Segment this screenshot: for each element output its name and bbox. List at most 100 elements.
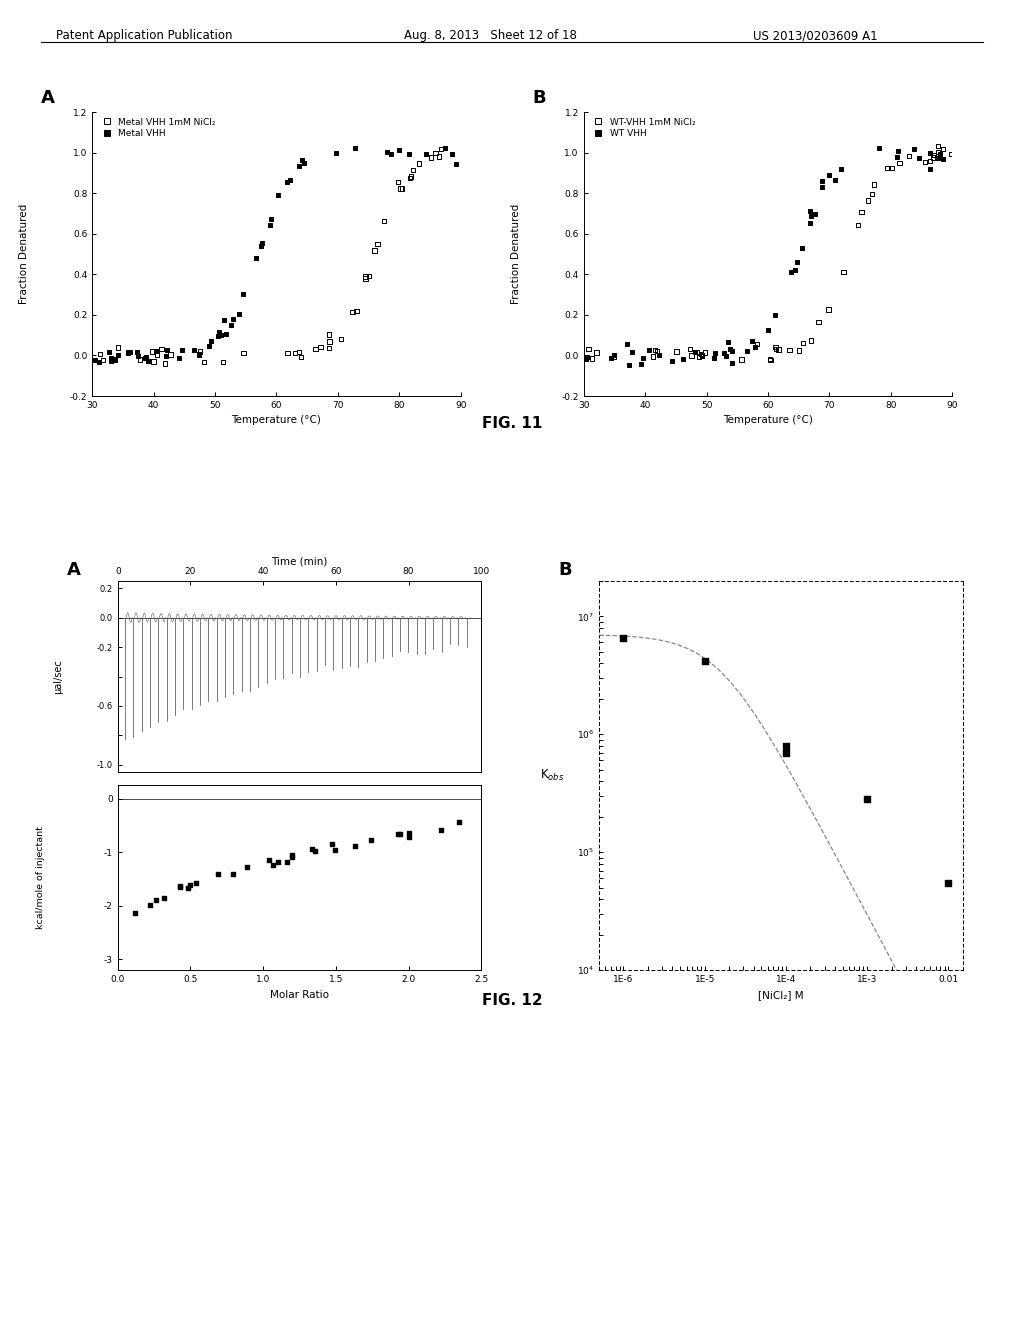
- Point: [724, 352, 740, 374]
- Point: [935, 139, 951, 160]
- Point: [401, 822, 418, 843]
- Point: [154, 338, 170, 359]
- Point: [312, 337, 329, 358]
- Point: [280, 172, 296, 193]
- Point: [433, 139, 450, 160]
- Point: [171, 347, 187, 368]
- Point: [443, 144, 460, 165]
- Point: [911, 147, 928, 168]
- Point: [739, 341, 756, 362]
- Point: [287, 342, 303, 363]
- Point: [746, 337, 763, 358]
- Point: [254, 232, 270, 253]
- Point: [686, 341, 702, 362]
- Point: [833, 158, 849, 180]
- Point: [110, 337, 126, 358]
- Point: [357, 268, 374, 289]
- Point: [401, 826, 418, 847]
- Point: [120, 342, 136, 363]
- Legend: Metal VHH 1mM NiCl₂, Metal VHH: Metal VHH 1mM NiCl₂, Metal VHH: [96, 116, 217, 139]
- Point: [820, 164, 837, 185]
- Point: [795, 333, 811, 354]
- Point: [106, 350, 123, 371]
- Point: [370, 234, 386, 255]
- Point: [357, 265, 374, 286]
- Point: [129, 342, 145, 363]
- Point: [589, 342, 605, 363]
- Point: [733, 348, 750, 370]
- Point: [891, 153, 907, 174]
- Point: [122, 341, 138, 362]
- Point: [803, 206, 819, 227]
- Point: [864, 183, 881, 205]
- Point: [401, 168, 418, 189]
- Point: [760, 319, 776, 341]
- Point: [871, 137, 888, 158]
- Point: [767, 337, 783, 358]
- Point: [724, 341, 740, 362]
- X-axis label: [NiCl₂] M: [NiCl₂] M: [758, 990, 804, 999]
- Point: [347, 137, 364, 158]
- Point: [406, 160, 422, 181]
- Point: [120, 342, 136, 363]
- Point: [230, 304, 247, 325]
- Point: [763, 350, 779, 371]
- Point: [635, 347, 651, 368]
- Point: [158, 346, 174, 367]
- Point: [940, 873, 956, 894]
- Point: [270, 185, 287, 206]
- Point: [451, 812, 467, 833]
- Point: [826, 169, 843, 190]
- Point: [682, 338, 698, 359]
- Legend: WT-VHH 1mM NiCl₂, WT VHH: WT-VHH 1mM NiCl₂, WT VHH: [588, 116, 696, 139]
- Point: [144, 341, 161, 362]
- Point: [580, 346, 596, 367]
- Point: [159, 339, 175, 360]
- Point: [344, 301, 360, 322]
- Point: [263, 209, 280, 230]
- Text: FIG. 11: FIG. 11: [482, 416, 542, 430]
- Point: [392, 824, 409, 845]
- Point: [932, 144, 948, 165]
- Point: [95, 350, 112, 371]
- Point: [234, 282, 251, 304]
- Point: [633, 352, 649, 374]
- Point: [884, 157, 900, 178]
- Point: [783, 261, 800, 282]
- X-axis label: Temperature (°C): Temperature (°C): [231, 416, 322, 425]
- Point: [162, 345, 178, 366]
- Point: [418, 144, 434, 165]
- Y-axis label: kcal/mole of injectant: kcal/mole of injectant: [36, 826, 45, 929]
- Point: [103, 347, 120, 368]
- Point: [787, 260, 804, 281]
- Point: [248, 248, 264, 269]
- Point: [92, 343, 109, 364]
- Point: [683, 345, 699, 366]
- Point: [260, 849, 276, 870]
- Point: [694, 345, 711, 366]
- Point: [190, 345, 207, 366]
- Y-axis label: K$_{obs}$: K$_{obs}$: [540, 768, 564, 783]
- Point: [423, 147, 439, 168]
- Point: [157, 352, 173, 374]
- Point: [694, 346, 711, 367]
- Point: [390, 172, 407, 193]
- Point: [901, 145, 918, 166]
- Point: [665, 350, 681, 371]
- Point: [922, 150, 938, 172]
- Point: [304, 838, 321, 859]
- Point: [103, 350, 120, 371]
- Point: [807, 203, 823, 224]
- Point: [225, 309, 242, 330]
- Point: [669, 341, 685, 362]
- Text: Patent Application Publication: Patent Application Publication: [56, 29, 232, 42]
- Point: [722, 339, 738, 360]
- Point: [427, 143, 443, 164]
- Point: [889, 147, 905, 168]
- Point: [810, 312, 826, 333]
- Point: [411, 153, 427, 174]
- Point: [362, 829, 379, 850]
- Point: [253, 235, 269, 256]
- Point: [853, 201, 869, 222]
- Point: [379, 141, 395, 162]
